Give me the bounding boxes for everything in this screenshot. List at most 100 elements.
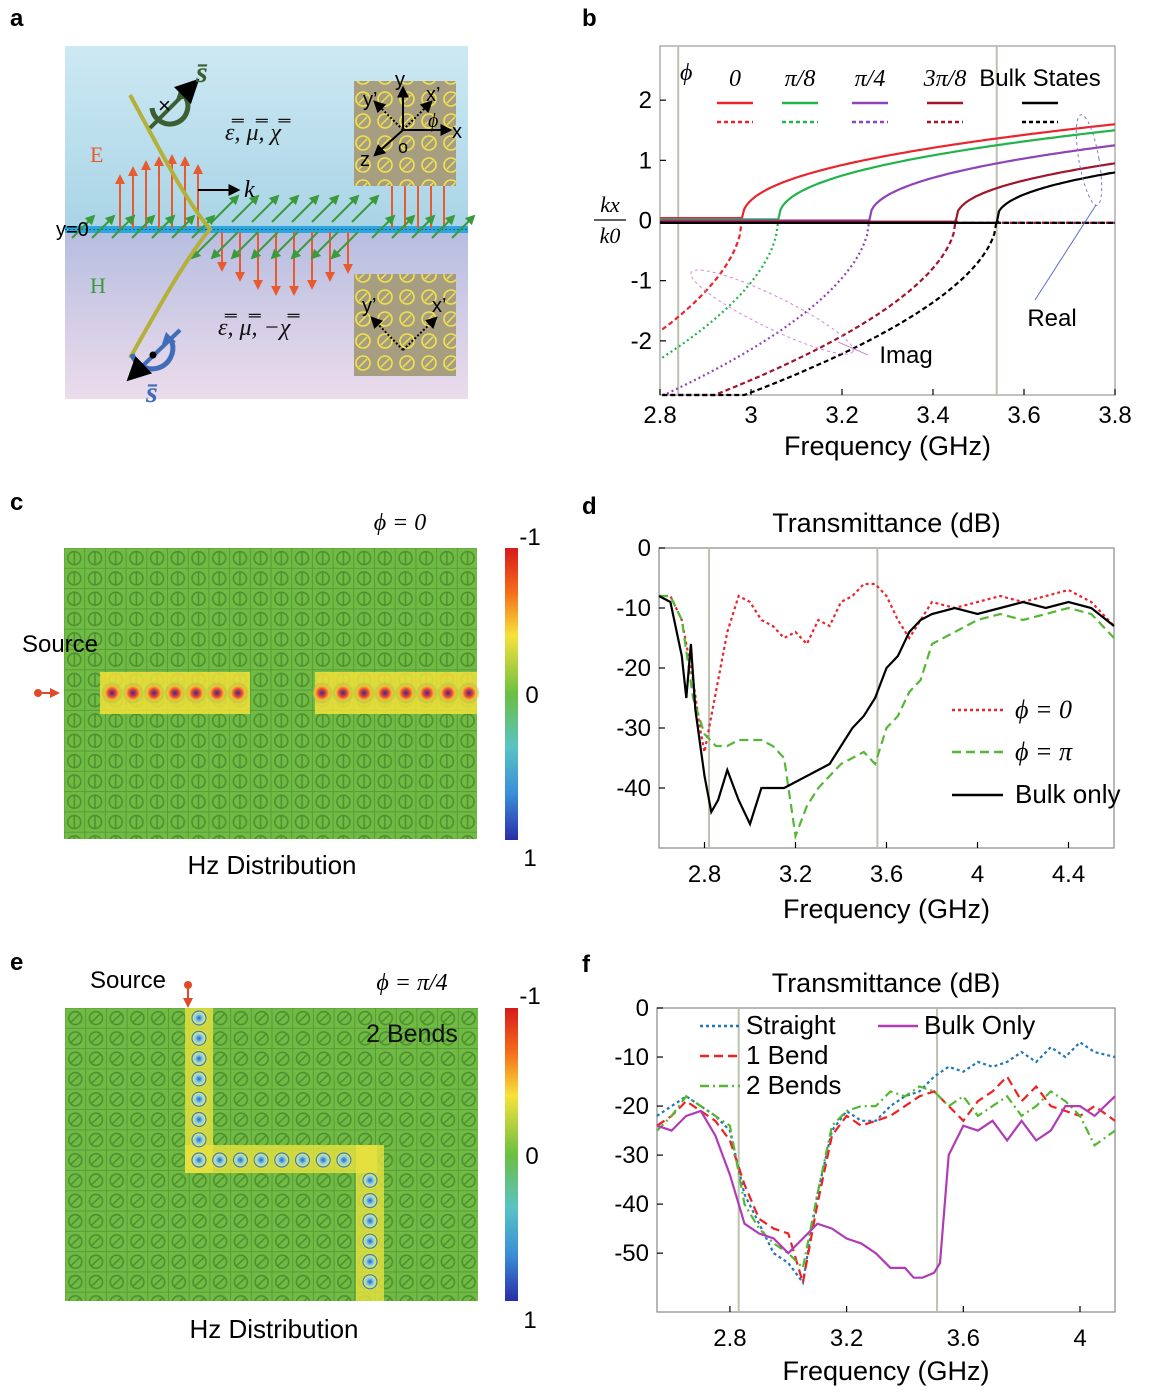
legend-f-label-1: 1 Bend <box>746 1040 828 1070</box>
x-tick-label: 3.8 <box>1098 402 1131 429</box>
dispersion-real-1 <box>660 129 1116 221</box>
unit-cell-ring <box>362 1192 378 1209</box>
field-hotspot <box>122 682 144 704</box>
e-label: E <box>90 142 103 167</box>
y-tick-label: -1 <box>631 268 652 295</box>
axis-origin-label: o <box>398 137 408 157</box>
dispersion-imag-4 <box>662 218 1115 397</box>
unit-cell-ring <box>362 1253 378 1270</box>
dispersion-real-3 <box>660 162 1116 223</box>
unit-cell-ring <box>253 1152 269 1168</box>
x-tick-label: 4 <box>971 861 984 888</box>
transmittance-f-1 <box>656 1074 1116 1283</box>
h-label: H <box>90 273 106 298</box>
panel-b: b 2.8 3 3.2 3.4 3.6 3.8 2 1 0 -1 -2 Frequency (GHz)… <box>582 5 1132 461</box>
field-hotspot <box>361 1252 379 1271</box>
panel-label-e: e <box>10 949 23 976</box>
h-field-arrow <box>311 194 340 223</box>
h-field-arrow <box>190 231 219 260</box>
field-hotspot <box>361 1232 379 1251</box>
h-field-arrow <box>270 231 299 260</box>
field-hotspot <box>272 1151 291 1169</box>
legend-d-label-0: ϕ = 0 <box>1015 695 1072 724</box>
transmittance-f-2 <box>656 1085 1116 1271</box>
y-tick-label: -20 <box>616 655 651 682</box>
h-field-arrow <box>131 214 156 239</box>
chart-b: 2.8 3 3.2 3.4 3.6 3.8 2 1 0 -1 -2 Frequency (GHz) <box>631 46 1132 461</box>
y-tick-label: 0 <box>639 208 652 235</box>
h-field-arrow <box>210 231 239 260</box>
unit-cell-inset-upper <box>354 81 456 186</box>
h-field-arrow <box>371 214 396 239</box>
field-hotspot <box>164 682 186 704</box>
h-field-arrows <box>71 194 476 260</box>
field-hotspot <box>190 1151 208 1169</box>
field-hotspot <box>252 1151 271 1169</box>
k-label: k <box>244 177 255 203</box>
colorbar-e <box>505 1008 518 1301</box>
h-field-arrow <box>351 194 380 223</box>
field-hotspot <box>353 682 375 704</box>
svg-text:×: × <box>158 93 171 118</box>
field-hotspot <box>416 682 438 704</box>
y-tick-label: -50 <box>614 1240 649 1267</box>
panel-label-f: f <box>582 951 591 978</box>
h-field-arrow <box>251 194 280 223</box>
panel-c-phi: ϕ = 0 <box>374 510 427 536</box>
unit-cell-ring <box>232 1152 248 1168</box>
y-tick-label: 2 <box>639 87 652 114</box>
h-field-arrow <box>290 231 319 260</box>
field-profile-curve <box>128 94 213 359</box>
legend-d-label-1: ϕ = π <box>1015 737 1073 766</box>
dispersion-imag-1 <box>661 218 1115 359</box>
h-field-arrow <box>411 214 436 239</box>
field-hotspot <box>143 682 165 704</box>
unit-cell-ring <box>191 1132 207 1148</box>
field-hotspot <box>190 1029 208 1048</box>
dispersion-real-2 <box>660 144 1116 222</box>
panel-f: f 2.8 3.2 3.6 4 0 -10 -20 -30 -40 -50 Frequency (G… <box>582 951 1116 1386</box>
source-marker-c <box>34 688 60 698</box>
panel-e-phi: ϕ = π/4 <box>376 970 447 996</box>
legend-f-label-3: Bulk Only <box>924 1010 1035 1040</box>
field-hotspot <box>361 1171 379 1190</box>
source-marker-e <box>183 981 193 1008</box>
h-field-arrow <box>330 231 359 260</box>
h-field-arrow <box>231 194 260 223</box>
h-field-arrow <box>230 231 259 260</box>
h-field-arrow <box>451 214 476 239</box>
axis-x-label: x <box>452 121 462 143</box>
x-tick-label: 3.2 <box>825 402 858 429</box>
x-axis-label: Frequency (GHz) <box>782 1356 989 1386</box>
x-tick-label: 3.2 <box>779 861 812 888</box>
legend-b-label-0: 0 <box>729 66 741 92</box>
panel-c: c ϕ = 0 Source Hz Distribution -1 0 1 <box>10 489 541 880</box>
colorbar-c-mid: 0 <box>525 682 538 709</box>
field-hotspot <box>190 1090 208 1109</box>
field-hotspot <box>190 1069 208 1088</box>
unit-cell-ring <box>362 1213 378 1229</box>
x-tick-label: 2.8 <box>713 1325 746 1352</box>
axis-yp-label: y’ <box>363 89 377 111</box>
field-hotspot <box>437 682 459 704</box>
h-field-arrow <box>291 194 320 223</box>
upper-params: ε̿, μ̿, χ̿ <box>225 119 291 146</box>
y-tick-label: -40 <box>616 775 651 802</box>
spin-down-icon <box>126 328 182 382</box>
field-hotspot <box>185 682 207 704</box>
legend-f-label-2: 2 Bends <box>746 1070 841 1100</box>
unit-cell-ring <box>191 1152 207 1168</box>
y-tick-label: -2 <box>631 328 652 355</box>
chart-f: 2.8 3.2 3.6 4 0 -10 -20 -30 -40 -50 Frequency (GHz… <box>614 968 1116 1386</box>
axis-z-label: z <box>360 149 370 171</box>
field-hotspot <box>206 682 228 704</box>
h-field-arrow <box>111 214 136 239</box>
lower-params: ε̿, μ̿, −χ̿ <box>218 314 300 341</box>
chart-b-ylabel-den: k0 <box>600 223 621 248</box>
y-tick-label: -10 <box>616 595 651 622</box>
chart-d: 2.8 3.2 3.6 4 4.4 0 -10 -20 -30 -40 Frequency (GHz… <box>616 508 1115 924</box>
source-label-c: Source <box>22 631 98 658</box>
field-hotspot <box>361 1191 379 1210</box>
y0-label: y=0 <box>56 219 89 241</box>
